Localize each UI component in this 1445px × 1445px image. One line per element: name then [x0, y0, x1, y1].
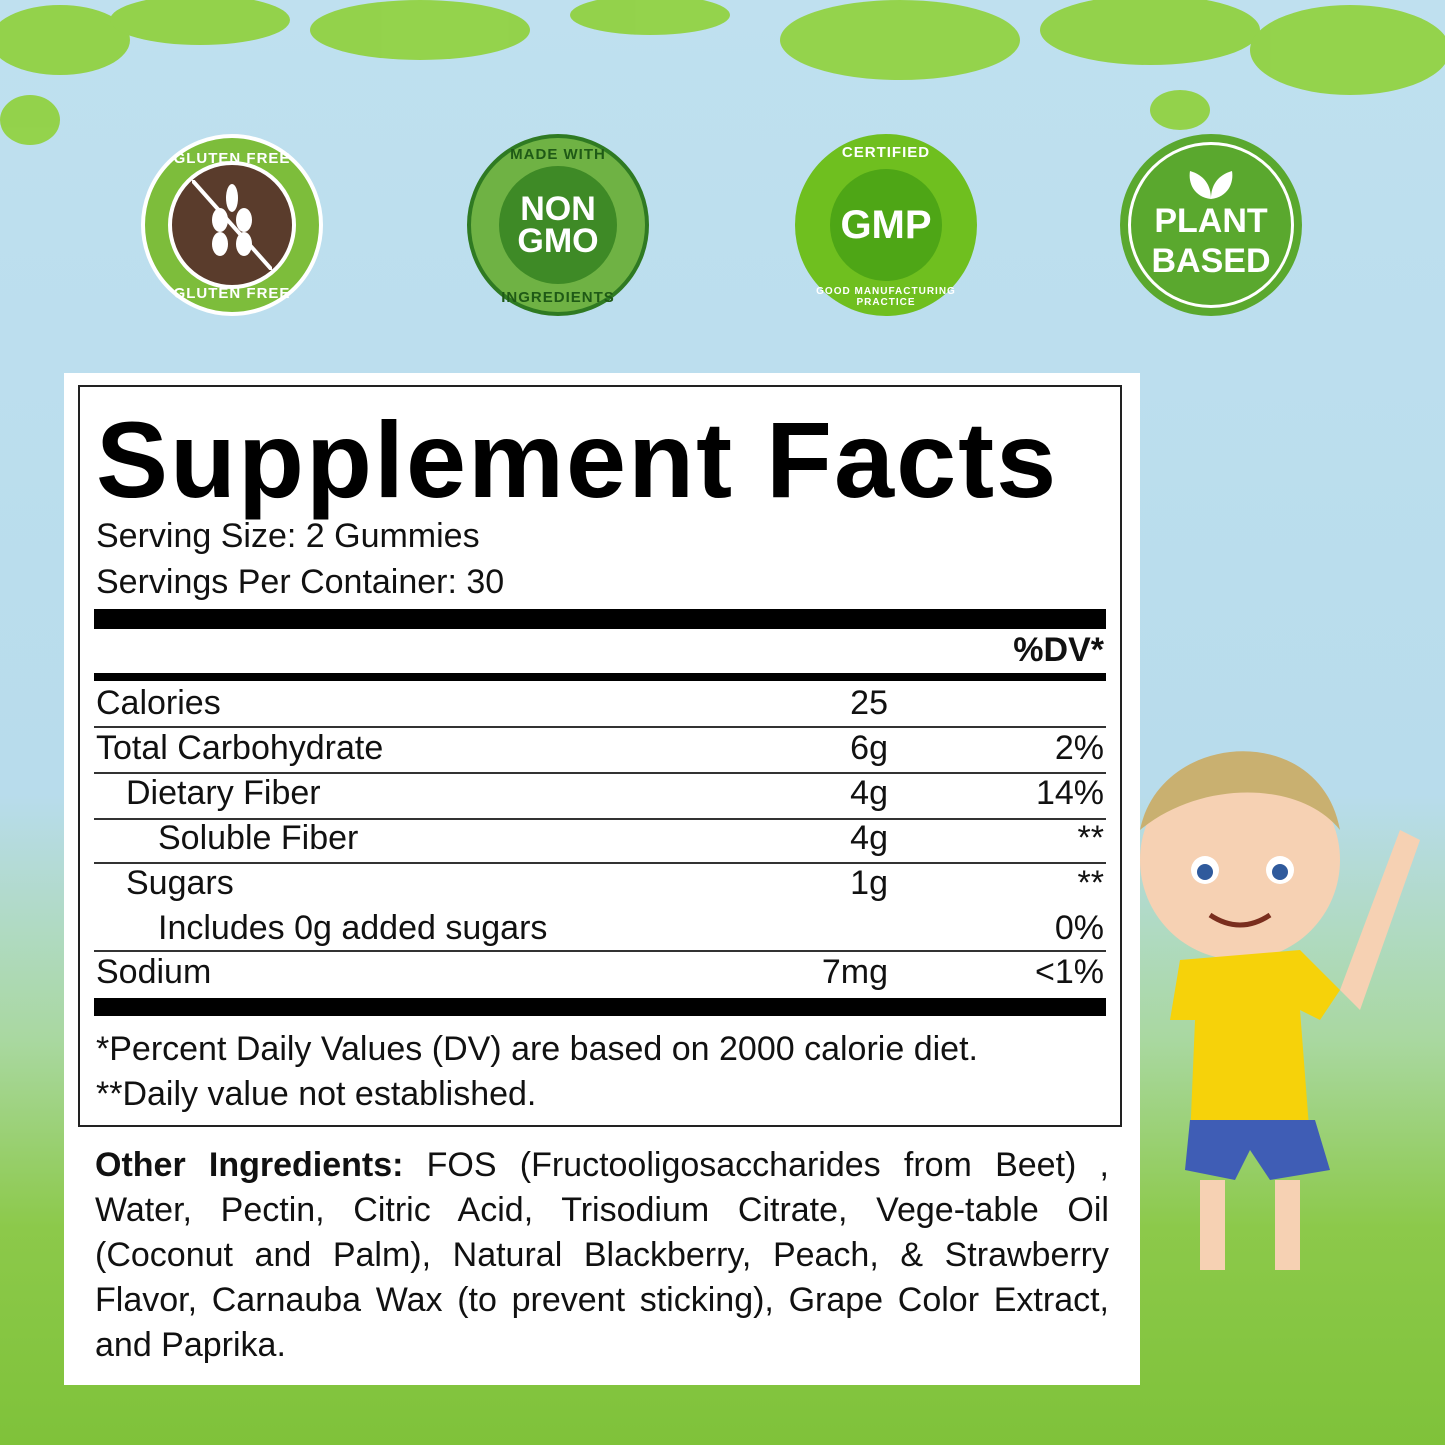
gluten-free-badge: GLUTEN FREE GLUTEN FREE [141, 134, 323, 316]
medium-divider [94, 673, 1106, 681]
footnote-dv: *Percent Daily Values (DV) are based on … [96, 1030, 978, 1068]
servings-per-container: Servings Per Container: 30 [96, 563, 505, 601]
badge-bottom-text: GOOD MANUFACTURING PRACTICE [816, 286, 956, 308]
thick-divider [94, 998, 1106, 1016]
supplement-facts-panel: Supplement Facts Serving Size: 2 Gummies… [64, 373, 1140, 1385]
serving-size: Serving Size: 2 Gummies [96, 517, 480, 555]
table-row: Soluble Fiber 4g ** [158, 819, 1104, 857]
wheat-crossed-icon [168, 161, 296, 289]
dv-header: %DV* [1013, 631, 1104, 669]
badge-top-text: CERTIFIED [841, 144, 931, 161]
facts-title: Supplement Facts [96, 399, 1059, 520]
non-gmo-badge: NON GMO MADE WITH INGREDIENTS [467, 134, 649, 316]
ingredients-text: FOS (Fructooligosaccharides from Beet) ,… [95, 1146, 1109, 1364]
table-row: Dietary Fiber 4g 14% [126, 774, 1104, 812]
table-row: Sodium 7mg <1% [96, 953, 1104, 991]
badge-main-text: GMO [517, 222, 599, 260]
table-row: Sugars 1g ** [126, 864, 1104, 902]
badge-top-text: GLUTEN FREE [173, 150, 291, 167]
footnote-not-established: **Daily value not established. [96, 1075, 537, 1113]
badge-bottom-text: GLUTEN FREE [173, 285, 291, 302]
thick-divider [94, 609, 1106, 629]
table-row: Calories 25 [96, 684, 888, 722]
gmp-badge: GMP CERTIFIED GOOD MANUFACTURING PRACTIC… [795, 134, 977, 316]
facts-table: Supplement Facts Serving Size: 2 Gummies… [78, 385, 1122, 1127]
leaf-canopy-decoration [0, 0, 1445, 145]
badge-bottom-text: INGREDIENTS [501, 289, 615, 306]
boy-illustration [1140, 751, 1420, 1270]
badge-top-text: MADE WITH [510, 146, 606, 163]
table-row: Includes 0g added sugars 0% [158, 909, 1104, 947]
other-ingredients: Other Ingredients: FOS (Fructooligosacch… [95, 1143, 1109, 1368]
badge-main-text: NON [520, 190, 596, 228]
table-row: Total Carbohydrate 6g 2% [96, 729, 1104, 767]
badge-main-text: GMP [840, 202, 932, 247]
ingredients-label: Other Ingredients: [95, 1146, 404, 1184]
plant-based-badge: PLANT BASED [1120, 134, 1302, 316]
